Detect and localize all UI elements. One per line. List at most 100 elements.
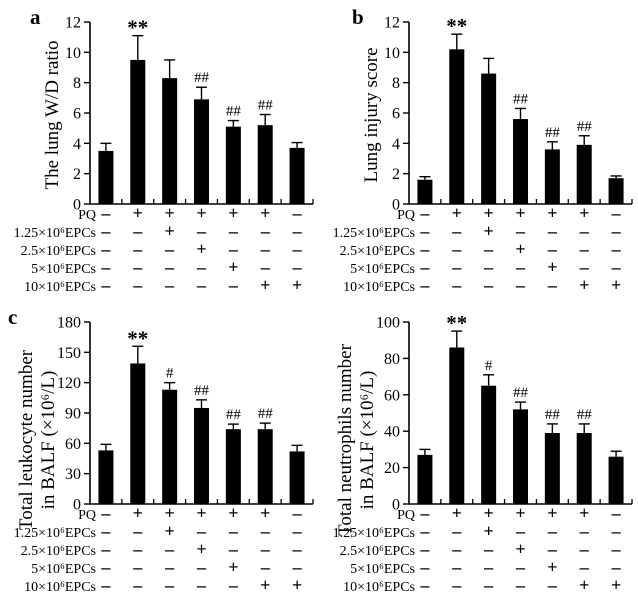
- matrix-symbol: +: [452, 503, 462, 523]
- matrix-symbol: –: [547, 275, 558, 295]
- matrix-symbol: –: [132, 257, 143, 277]
- y-tick-label: 40: [384, 424, 400, 441]
- bar: [257, 125, 273, 204]
- matrix-symbol: –: [579, 539, 590, 559]
- matrix-symbol: –: [515, 557, 526, 577]
- matrix-symbol: –: [483, 275, 494, 295]
- matrix-symbol: –: [611, 257, 622, 277]
- matrix-symbol: –: [196, 275, 207, 295]
- matrix-symbol: –: [515, 575, 526, 595]
- matrix-symbol: –: [228, 539, 239, 559]
- matrix-symbol: +: [611, 275, 621, 295]
- matrix-row-label: PQ: [397, 508, 415, 523]
- matrix-symbol: –: [196, 257, 207, 277]
- y-tick-label: 120: [57, 375, 81, 392]
- matrix-row-label: 10×10⁶EPCs: [24, 580, 96, 595]
- matrix-symbol: –: [611, 503, 622, 523]
- matrix-symbol: +: [133, 503, 143, 523]
- matrix-symbol: –: [419, 503, 430, 523]
- matrix-symbol: –: [292, 203, 303, 223]
- matrix-row-label: 1.25×10⁶EPCs: [333, 526, 415, 541]
- bar: [417, 454, 433, 504]
- bar: [257, 429, 273, 504]
- significance-marker: ##: [545, 125, 561, 141]
- bar: [162, 78, 178, 204]
- matrix-symbol: –: [260, 539, 271, 559]
- y-tick-label: 10: [384, 45, 400, 62]
- matrix-symbol: –: [100, 275, 111, 295]
- matrix-symbol: +: [260, 203, 270, 223]
- matrix-symbol: –: [132, 557, 143, 577]
- bar: [544, 433, 560, 504]
- matrix-symbol: –: [579, 521, 590, 541]
- matrix-symbol: +: [484, 503, 494, 523]
- matrix-symbol: +: [611, 575, 621, 595]
- matrix-symbol: +: [196, 203, 206, 223]
- bar: [98, 450, 114, 504]
- matrix-symbol: –: [132, 575, 143, 595]
- panel-letter: b: [352, 5, 364, 29]
- y-axis-label: Total neutrophils number: [335, 343, 356, 535]
- matrix-symbol: –: [260, 239, 271, 259]
- bar: [162, 389, 178, 504]
- matrix-symbol: –: [196, 557, 207, 577]
- matrix-symbol: +: [579, 275, 589, 295]
- matrix-symbol: –: [515, 275, 526, 295]
- matrix-symbol: +: [515, 239, 525, 259]
- matrix-symbol: +: [547, 203, 557, 223]
- y-tick-label: 2: [392, 166, 400, 183]
- bar: [481, 385, 497, 504]
- matrix-symbol: –: [611, 521, 622, 541]
- matrix-symbol: –: [611, 539, 622, 559]
- y-tick-label: 0: [392, 497, 400, 514]
- matrix-symbol: +: [484, 221, 494, 241]
- matrix-symbol: –: [228, 521, 239, 541]
- matrix-symbol: –: [164, 239, 175, 259]
- bar: [608, 178, 624, 204]
- bar: [576, 144, 592, 204]
- matrix-symbol: +: [228, 503, 238, 523]
- matrix-symbol: –: [515, 257, 526, 277]
- matrix-row-label: 5×10⁶EPCs: [31, 262, 96, 277]
- y-tick-label: 20: [384, 460, 400, 477]
- matrix-symbol: –: [419, 557, 430, 577]
- matrix-row-label: 5×10⁶EPCs: [350, 262, 415, 277]
- significance-marker: ##: [577, 407, 593, 423]
- panel-b: b Lung injury score 0 2 4 6 8 10 12 ** ## ## ## PQ – + +…: [319, 0, 638, 297]
- matrix-symbol: –: [196, 575, 207, 595]
- matrix-symbol: –: [132, 239, 143, 259]
- bar: [130, 363, 146, 504]
- matrix-symbol: +: [196, 539, 206, 559]
- matrix-symbol: –: [483, 239, 494, 259]
- matrix-symbol: –: [132, 539, 143, 559]
- matrix-symbol: –: [483, 539, 494, 559]
- matrix-row-label: 2.5×10⁶EPCs: [21, 544, 96, 559]
- matrix-symbol: –: [547, 575, 558, 595]
- panel-letter: c: [8, 305, 17, 329]
- bar: [481, 73, 497, 204]
- matrix-symbol: –: [132, 275, 143, 295]
- matrix-symbol: –: [292, 557, 303, 577]
- matrix-symbol: –: [132, 221, 143, 241]
- y-tick-label: 2: [73, 166, 81, 183]
- matrix-symbol: +: [165, 221, 175, 241]
- matrix-row-label: 5×10⁶EPCs: [350, 562, 415, 577]
- matrix-symbol: –: [100, 257, 111, 277]
- significance-marker: ##: [226, 104, 242, 120]
- matrix-symbol: –: [579, 239, 590, 259]
- matrix-symbol: –: [164, 275, 175, 295]
- matrix-symbol: –: [292, 521, 303, 541]
- matrix-symbol: –: [419, 239, 430, 259]
- bar: [449, 347, 465, 504]
- matrix-symbol: –: [164, 539, 175, 559]
- matrix-symbol: –: [483, 557, 494, 577]
- matrix-symbol: –: [419, 257, 430, 277]
- matrix-row-label: 2.5×10⁶EPCs: [340, 544, 415, 559]
- matrix-symbol: –: [515, 221, 526, 241]
- y-tick-label: 4: [392, 136, 400, 153]
- matrix-symbol: –: [292, 239, 303, 259]
- matrix-symbol: –: [451, 575, 462, 595]
- matrix-symbol: –: [419, 221, 430, 241]
- matrix-symbol: –: [100, 239, 111, 259]
